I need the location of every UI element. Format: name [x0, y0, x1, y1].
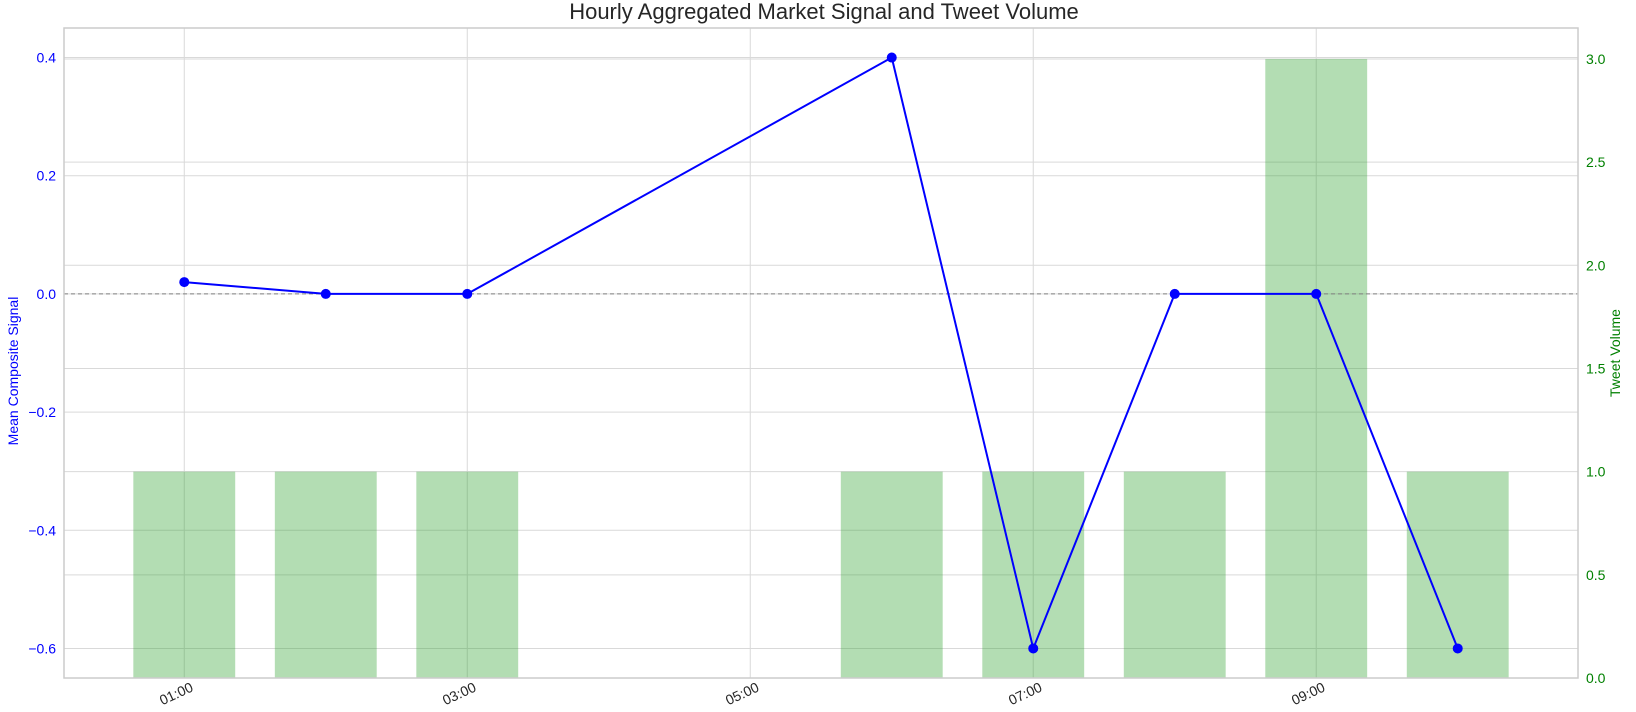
signal-line-series — [179, 52, 1463, 654]
x-tick-label: 01:00 — [157, 679, 196, 708]
chart-title: Hourly Aggregated Market Signal and Twee… — [569, 0, 1079, 24]
right-tick-label: 3.0 — [1586, 51, 1606, 67]
signal-point — [1452, 643, 1463, 654]
signal-point — [320, 288, 331, 299]
signal-line — [184, 56, 1459, 652]
right-axis-label: Tweet Volume — [1607, 309, 1623, 397]
tweet-volume-bar — [274, 471, 377, 678]
left-tick-label: 0.2 — [37, 168, 57, 184]
left-axis-ticks: 0.4 0.2 0.0 −0.2 −0.4 −0.6 — [28, 50, 56, 657]
x-tick-label: 03:00 — [440, 679, 479, 708]
left-tick-label: −0.4 — [28, 522, 56, 538]
x-tick-label: 09:00 — [1289, 679, 1328, 708]
left-axis-label: Mean Composite Signal — [5, 297, 21, 446]
tweet-volume-bar — [416, 471, 519, 678]
signal-point — [1028, 643, 1039, 654]
left-tick-label: −0.6 — [28, 640, 56, 656]
right-tick-label: 2.0 — [1586, 257, 1606, 273]
left-tick-label: −0.2 — [28, 404, 56, 420]
right-tick-label: 0.0 — [1586, 670, 1606, 686]
x-tick-label: 07:00 — [1006, 679, 1045, 708]
signal-point — [462, 288, 473, 299]
right-tick-label: 0.5 — [1586, 567, 1606, 583]
plot-frame — [63, 27, 1579, 679]
tweet-volume-bar — [1265, 58, 1368, 678]
signal-point — [1169, 288, 1180, 299]
signal-point — [1311, 288, 1322, 299]
left-tick-label: 0.4 — [37, 50, 57, 66]
tweet-volume-bar — [840, 471, 943, 678]
right-axis-ticks: 0.0 0.5 1.0 1.5 2.0 2.5 3.0 — [1586, 51, 1606, 686]
signal-point — [886, 52, 897, 63]
right-tick-label: 2.5 — [1586, 154, 1606, 170]
left-tick-label: 0.0 — [37, 286, 57, 302]
tweet-volume-bar — [1123, 471, 1226, 678]
x-tick-label: 05:00 — [723, 679, 762, 708]
right-tick-label: 1.5 — [1586, 360, 1606, 376]
right-tick-label: 1.0 — [1586, 464, 1606, 480]
signal-point — [179, 277, 190, 288]
tweet-volume-bar — [133, 471, 236, 678]
x-axis-ticks: 01:00 03:00 05:00 07:00 09:00 — [157, 679, 1328, 708]
